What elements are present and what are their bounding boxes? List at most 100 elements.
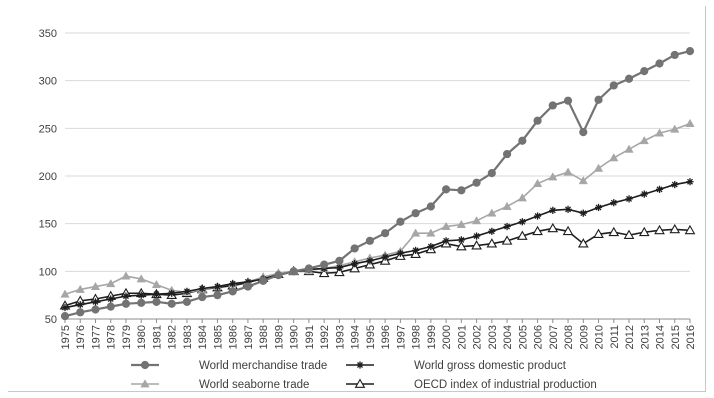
data-point-circle [594, 95, 603, 104]
data-point-circle [365, 236, 374, 245]
x-tick-label: 1995 [365, 325, 377, 349]
data-point-open-triangle [318, 267, 330, 278]
data-point-open-triangle [501, 235, 513, 245]
data-point-triangle [548, 172, 558, 181]
data-point-circle [426, 202, 435, 211]
data-point-asterisk [533, 212, 542, 220]
data-point-asterisk [198, 284, 206, 293]
x-tick-label: 1990 [289, 325, 301, 349]
asterisk-stroke [488, 228, 495, 235]
data-point-open-triangle [486, 238, 498, 248]
asterisk-stroke [626, 195, 633, 202]
legend-item-world-merchandise-trade: World merchandise trade [131, 360, 327, 372]
data-point-asterisk [625, 195, 633, 203]
asterisk-stroke [473, 233, 480, 240]
data-point-circle [274, 271, 283, 280]
x-tick-label: 2013 [639, 325, 651, 349]
data-point-triangle [685, 118, 695, 127]
data-point-circle [350, 244, 359, 253]
y-tick-label: 300 [39, 76, 57, 88]
asterisk-stroke [214, 283, 221, 290]
data-point-open-triangle [532, 225, 543, 236]
x-tick-label: 2010 [594, 325, 606, 349]
x-tick-label: 1996 [380, 325, 392, 349]
data-point-circle [106, 302, 115, 311]
asterisk-stroke [610, 199, 617, 206]
asterisk-stroke [366, 257, 373, 264]
data-point-asterisk [107, 295, 115, 303]
x-tick-label: 1980 [136, 325, 148, 349]
chart-frame [8, 6, 706, 392]
data-point-circle [487, 169, 496, 178]
data-point-open-triangle [455, 241, 467, 251]
x-tick-label: 1991 [304, 325, 316, 349]
x-tick-label: 2008 [563, 325, 575, 349]
x-tick-label: 2012 [624, 325, 636, 349]
x-tick-label: 2005 [517, 325, 529, 349]
x-tick-label: 2015 [670, 325, 682, 349]
x-tick-label: 1978 [106, 325, 118, 349]
legend-label: World seaborne trade [199, 379, 309, 391]
data-point-asterisk [518, 218, 526, 226]
data-point-asterisk [503, 222, 511, 231]
data-point-open-triangle [608, 226, 620, 237]
data-point-asterisk [549, 206, 557, 214]
data-point-asterisk [356, 361, 364, 369]
asterisk-stroke [687, 178, 693, 185]
series-line [64, 180, 691, 309]
x-tick-label: 1985 [212, 325, 224, 349]
legend-label: World merchandise trade [199, 360, 327, 372]
data-point-circle [121, 299, 131, 308]
x-tick-label: 1997 [395, 325, 407, 349]
x-tick-label: 2009 [578, 325, 590, 349]
data-point-circle [381, 229, 390, 238]
x-tick-label: 1989 [273, 325, 285, 349]
y-tick-label: 100 [39, 266, 57, 278]
data-point-circle [670, 50, 679, 60]
x-tick-label: 1988 [258, 325, 270, 349]
x-tick-label: 1994 [350, 325, 362, 349]
asterisk-stroke [357, 362, 363, 368]
asterisk-stroke [199, 285, 206, 292]
x-tick-label: 2006 [533, 325, 545, 349]
data-point-open-triangle [547, 222, 559, 233]
data-point-circle [411, 209, 420, 218]
asterisk-stroke [229, 280, 236, 287]
data-point-open-triangle [638, 226, 650, 237]
asterisk-stroke [549, 207, 556, 214]
x-tick-label: 2000 [441, 325, 453, 349]
data-point-triangle [456, 219, 466, 229]
axes: 50 100 150 200 250 300 350 1975 1976 1977 1978 1979… [39, 28, 697, 349]
series-line [64, 50, 691, 318]
data-point-circle [548, 101, 557, 110]
x-tick-label: 1984 [197, 325, 209, 349]
data-point-open-triangle [669, 223, 681, 234]
asterisk-stroke [519, 218, 526, 225]
data-point-triangle [502, 201, 512, 210]
data-point-asterisk [213, 282, 222, 291]
data-point-circle [563, 96, 573, 105]
data-point-circle [259, 276, 268, 285]
asterisk-stroke [168, 290, 175, 297]
data-point-asterisk [152, 290, 161, 298]
x-tick-label: 2007 [548, 325, 560, 349]
asterisk-stroke [565, 206, 572, 213]
data-point-open-triangle [471, 240, 482, 250]
x-tick-label: 2001 [456, 325, 468, 349]
data-point-asterisk [610, 199, 618, 207]
data-point-asterisk [594, 203, 603, 212]
data-point-circle [243, 282, 253, 291]
x-tick-label: 1979 [121, 325, 133, 349]
asterisk-stroke [656, 186, 663, 193]
series-lines [59, 47, 696, 321]
data-point-asterisk [137, 291, 145, 299]
y-tick-label: 150 [39, 219, 57, 231]
asterisk-stroke [580, 210, 587, 217]
x-tick-label: 1981 [151, 325, 163, 349]
data-point-asterisk [168, 289, 176, 297]
x-tick-label: 1993 [334, 325, 346, 349]
y-tick-label: 350 [39, 28, 57, 40]
data-point-circle [228, 287, 237, 296]
asterisk-stroke [153, 291, 160, 298]
